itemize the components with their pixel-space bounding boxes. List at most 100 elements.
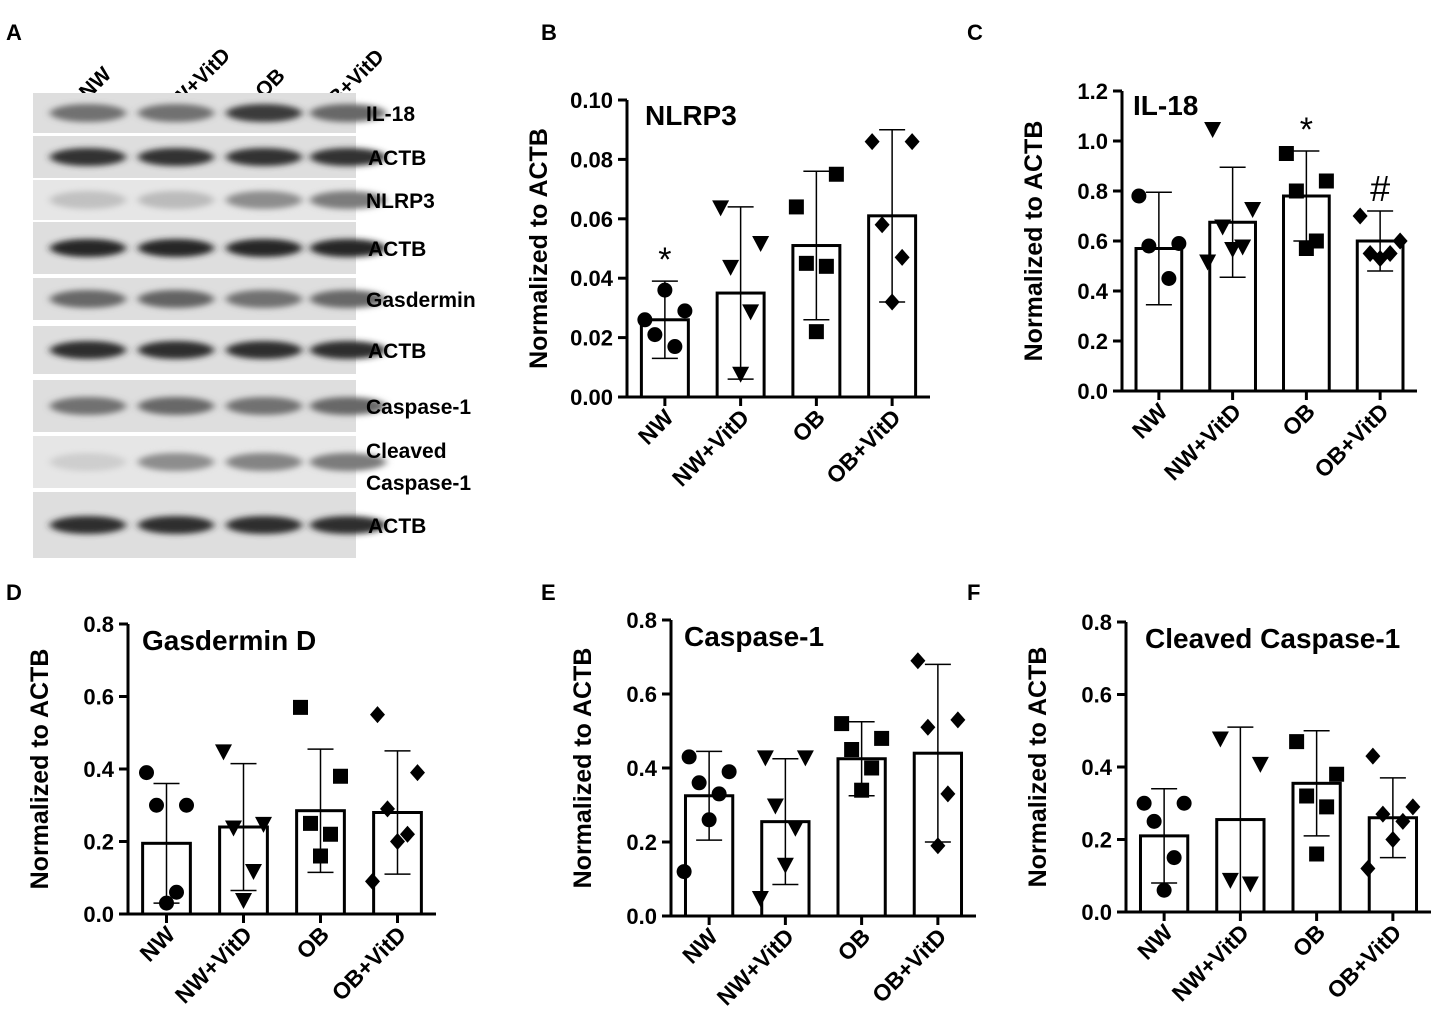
blot-band [138,290,214,308]
chart-panel-e: 0.0 0.2 0.4 0.6 0.8 Normalized to ACTB Caspase… [569,608,976,1010]
blot-row-label: ACTB [368,238,426,261]
blot-row-label: ACTB [368,340,426,363]
data-point-circle [676,864,692,880]
y-axis-title: Normalized to ACTB [525,128,553,369]
data-point-triangle [722,259,740,276]
data-point-circle [711,786,727,802]
blot-row: ACTB [33,222,426,274]
data-point-square [293,699,308,715]
data-point-diamond [874,216,890,234]
chart-panel-b: 0.00 0.02 0.04 0.06 0.08 0.10 Normalized to AC… [525,88,930,491]
x-tick-label: NW [633,404,679,450]
data-point-triangle [255,816,272,833]
data-point-diamond [390,833,405,850]
y-tick-label: 0.8 [83,612,114,637]
data-point-square [1319,799,1335,815]
data-point-diamond [1395,812,1411,830]
blot-band [310,148,386,166]
data-point-circle [721,764,737,780]
data-point-diamond [1352,207,1368,225]
blot-row-label: Caspase-1 [366,396,471,419]
y-axis-title: Normalized to ACTB [1020,121,1048,362]
x-tick-label: OB [832,923,875,966]
y-axis-title: Normalized to ACTB [1024,647,1052,888]
blot-band [50,191,126,209]
y-axis-title: Normalized to ACTB [26,649,54,890]
data-point-diamond [864,133,880,151]
panel-letter-d: D [6,580,22,605]
data-point-square [854,782,870,798]
data-point-square [1278,146,1294,161]
data-point-square [818,258,834,274]
data-point-square [1289,734,1305,750]
y-tick-label: 1.0 [1077,129,1108,154]
data-point-diamond [930,837,946,855]
blot-band [50,453,126,471]
data-point-triangle [235,893,252,909]
blot-band [50,104,126,122]
blot-band [310,397,386,415]
western-blot-panel: NW NW+VitD OB OB+VitDIL-18ACTBNLRP3ACTBGasd… [33,44,476,558]
data-point-triangle [225,820,242,837]
blot-band [138,104,214,122]
data-point-triangle [796,750,814,767]
y-tick-label: 0.00 [570,385,613,410]
blot-band [50,148,126,166]
data-point-diamond [904,133,920,151]
x-tick-label: OB+VitD [1322,919,1407,1004]
data-point-circle [667,339,683,355]
y-tick-label: 0.4 [83,757,114,782]
data-point-triangle [786,820,804,837]
data-point-circle [681,749,697,765]
y-tick-label: 0.0 [626,904,657,929]
x-tick-label: OB [291,921,334,964]
chart-title: Gasdermin D [142,625,316,656]
data-point-diamond [400,825,415,843]
chart-title: Caspase-1 [684,621,824,652]
panel-letter-c: C [967,20,983,45]
data-point-circle [647,327,663,343]
x-tick-label: NW [677,923,723,969]
data-point-triangle [1244,202,1262,218]
data-point-diamond [1405,798,1421,816]
blot-band [226,341,302,359]
blot-band [226,148,302,166]
data-point-square [798,255,814,271]
x-tick-label: NW+VitD [170,921,257,1008]
significance-marker: * [658,241,671,279]
blot-band [310,104,386,122]
data-point-square [808,324,824,340]
data-point-triangle [1204,122,1222,138]
data-point-triangle [1251,756,1269,773]
blot-band [310,453,386,471]
blot-row-label: Cleaved [366,440,447,463]
panel-letter-b: B [541,20,557,45]
data-point-circle [139,765,154,781]
data-point-circle [1136,795,1152,811]
data-point-circle [1161,271,1177,286]
y-tick-label: 0.04 [570,266,614,291]
blot-row-label: Gasdermin [366,289,476,312]
data-point-square [844,742,860,757]
x-tick-label: OB+VitD [327,921,412,1006]
data-point-square [874,730,890,746]
blot-band [138,453,214,471]
blot-row: NLRP3 [33,180,435,220]
data-point-triangle [215,744,232,761]
data-point-square [1299,788,1315,804]
x-tick-label: NW [135,921,181,967]
blot-band [226,104,302,122]
y-tick-label: 0.6 [83,685,114,710]
y-tick-label: 0.8 [1081,610,1112,635]
blot-row-label: ACTB [368,147,426,170]
data-point-triangle [742,304,760,321]
x-tick-label: NW+VitD [667,404,754,491]
data-point-square [864,760,880,776]
data-point-circle [1166,850,1182,866]
chart-panel-c: 0.0 0.2 0.4 0.6 0.8 1.0 1.2 Normalized to ACTB I… [1020,79,1417,485]
blot-band [310,290,386,308]
data-point-circle [691,775,707,791]
y-tick-label: 0.2 [626,830,657,855]
blot-row: Caspase-1 [33,380,471,432]
y-tick-label: 0.6 [626,682,657,707]
